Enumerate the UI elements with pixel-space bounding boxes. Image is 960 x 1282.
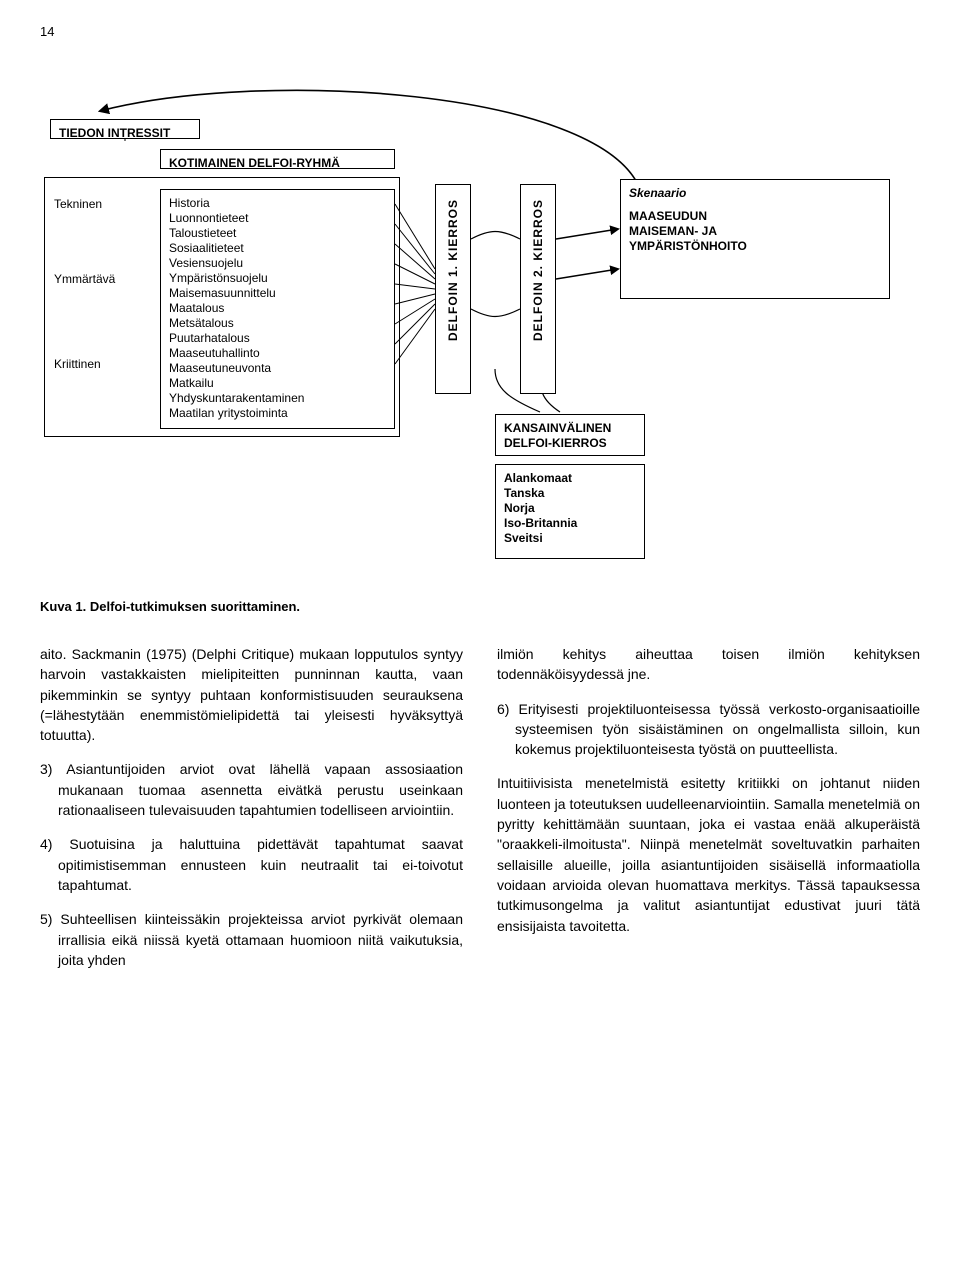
country-item: Norja [504,501,636,516]
country-item: Alankomaat [504,471,636,486]
label-kierros2: DELFOIN 2. KIERROS [531,199,546,341]
box-countries: AlankomaatTanskaNorjaIso-BritanniaSveits… [495,464,645,559]
discipline-item: Maatilan yritystoiminta [169,406,386,421]
para-l2: 3) Asiantuntijoiden arviot ovat lähellä … [40,759,463,820]
box-skenaario: Skenaario MAASEUDUNMAISEMAN- JAYMPÄRISTÖ… [620,179,890,299]
column-right: ilmiön kehitys aiheuttaa toisen ilmiön k… [497,644,920,984]
discipline-item: Maaseutuneuvonta [169,361,386,376]
page-number: 14 [40,24,920,39]
country-item: Iso-Britannia [504,516,636,531]
discipline-item: Metsätalous [169,316,386,331]
country-item: Sveitsi [504,531,636,546]
discipline-item: Maisemasuunnittelu [169,286,386,301]
box-kierros1: DELFOIN 1. KIERROS [435,184,471,394]
box-kierros2: DELFOIN 2. KIERROS [520,184,556,394]
discipline-item: Maaseutuhallinto [169,346,386,361]
discipline-item: Vesiensuojelu [169,256,386,271]
country-item: Tanska [504,486,636,501]
discipline-item: Matkailu [169,376,386,391]
body-columns: aito. Sackmanin (1975) (Delphi Critique)… [40,644,920,984]
kansainv-l1: KANSAINVÄLINEN [504,421,636,436]
skenaario-line: MAISEMAN- JA [629,224,881,239]
discipline-item: Yhdyskuntarakentaminen [169,391,386,406]
label-kriittinen: Kriittinen [54,357,136,372]
para-l4: 5) Suhteellisen kiinteissäkin projekteis… [40,909,463,970]
skenaario-line: MAASEUDUN [629,209,881,224]
discipline-item: Maatalous [169,301,386,316]
box-tiedon-intressit: TIEDON INTRESSIT [50,119,200,139]
para-l1: aito. Sackmanin (1975) (Delphi Critique)… [40,644,463,745]
discipline-item: Historia [169,196,386,211]
label-ymmartava: Ymmärtävä [54,272,136,287]
discipline-item: Sosiaalitieteet [169,241,386,256]
discipline-item: Taloustieteet [169,226,386,241]
label-tekninen: Tekninen [54,197,136,212]
para-r3: Intuitiivisista menetelmistä esitetty kr… [497,773,920,935]
box-interests: Tekninen Ymmärtävä Kriittinen [50,189,140,429]
box-kansainvalinen: KANSAINVÄLINEN DELFOI-KIERROS [495,414,645,456]
box-disciplines: HistoriaLuonnontieteetTaloustieteetSosia… [160,189,395,429]
para-r1: ilmiön kehitys aiheuttaa toisen ilmiön k… [497,644,920,685]
discipline-item: Ympäristönsuojelu [169,271,386,286]
para-r2: 6) Erityisesti projektiluonteisessa työs… [497,699,920,760]
diagram-container: TIEDON INTRESSIT KOTIMAINEN DELFOI-RYHMÄ… [40,49,920,569]
column-left: aito. Sackmanin (1975) (Delphi Critique)… [40,644,463,984]
discipline-item: Puutarhatalous [169,331,386,346]
box-kotimainen: KOTIMAINEN DELFOI-RYHMÄ [160,149,395,169]
figure-caption: Kuva 1. Delfoi-tutkimuksen suorittaminen… [40,599,920,614]
discipline-item: Luonnontieteet [169,211,386,226]
skenaario-title: Skenaario [629,186,881,201]
kansainv-l2: DELFOI-KIERROS [504,436,636,451]
para-l3: 4) Suotuisina ja haluttuina pidettävät t… [40,834,463,895]
label-kierros1: DELFOIN 1. KIERROS [446,199,461,341]
skenaario-line: YMPÄRISTÖNHOITO [629,239,881,254]
